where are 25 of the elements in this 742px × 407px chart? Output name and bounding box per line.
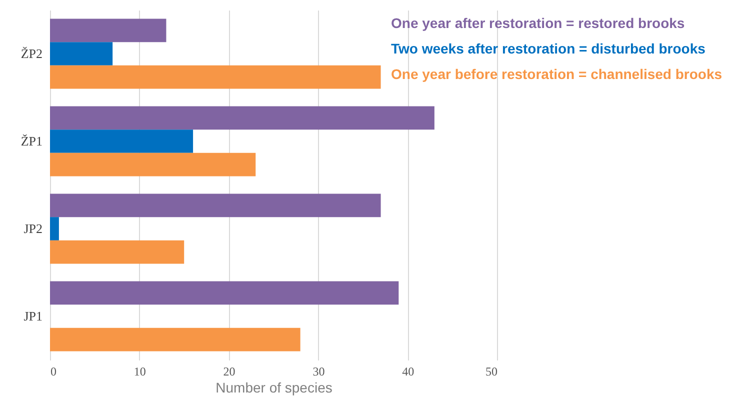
x-tick-label: 10 (134, 364, 146, 378)
bar (50, 65, 381, 89)
series-label: One year before restoration = channelised brooks (391, 66, 722, 82)
x-axis-title: Number of species (216, 380, 332, 396)
x-tick-label: 50 (486, 364, 498, 378)
text: One year after restoration = restored brooks (391, 15, 685, 31)
bar (50, 106, 434, 130)
bar (50, 194, 381, 218)
bar (50, 281, 399, 305)
y-tick-label: JP2 (24, 220, 42, 236)
y-tick-label: ŽP2 (20, 46, 42, 61)
y-tick-label: JP1 (24, 308, 42, 324)
y-tick-label: ŽP1 (20, 133, 42, 148)
text: Two weeks after restoration = disturbed brooks (391, 40, 706, 56)
bar (50, 18, 166, 42)
x-tick-label: 20 (223, 364, 236, 378)
bar (50, 42, 113, 66)
bar (50, 130, 194, 153)
x-tick-label: 0 (50, 364, 56, 378)
bar (50, 240, 184, 264)
bar (50, 152, 256, 176)
bar (50, 217, 59, 240)
bar (50, 328, 300, 352)
x-tick-label: 30 (312, 364, 325, 378)
x-tick-label: 40 (402, 364, 414, 378)
